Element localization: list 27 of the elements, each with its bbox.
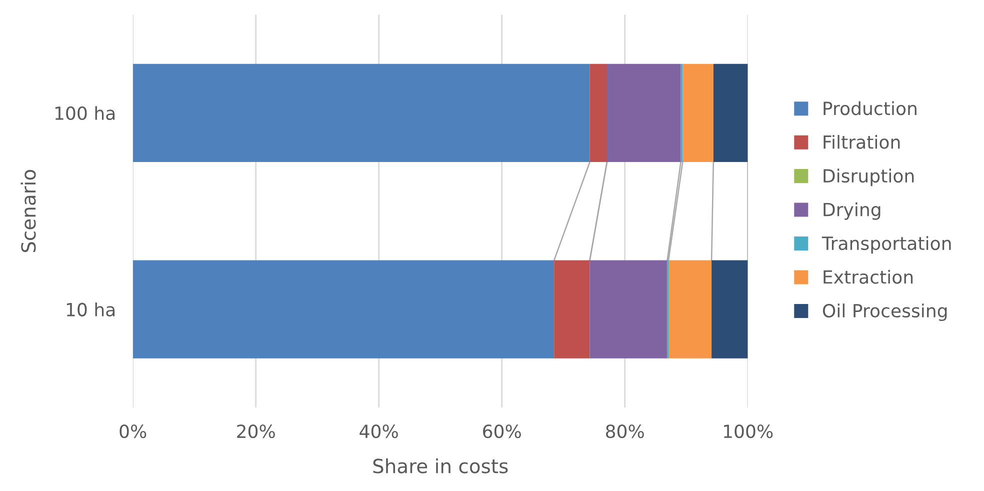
x-tick-label: 20% (237, 424, 275, 438)
bar (607, 64, 681, 162)
legend-label: Drying (824, 202, 880, 220)
bar (132, 260, 554, 358)
legend-label: Production (824, 101, 916, 116)
y-tick-label: 100 ha (55, 106, 115, 120)
x-tick-label: 80% (606, 424, 644, 438)
bar (682, 64, 714, 162)
x-tick-label: 60% (483, 424, 521, 438)
x-axis-title: Share in costs (373, 458, 508, 474)
x-tick-label: 40% (360, 424, 398, 438)
y-tick-label: 10 ha (66, 302, 115, 316)
bar (590, 260, 668, 358)
bar (132, 64, 590, 162)
bar (668, 260, 712, 358)
x-tick-label: 100% (724, 424, 773, 438)
legend-label: Extraction (824, 270, 913, 284)
bar (712, 260, 748, 358)
legend-label: Transportation (822, 236, 951, 254)
legend-label: Oil Processing (822, 304, 947, 322)
bar (554, 260, 590, 358)
legend-label: Filtration (824, 134, 900, 149)
y-axis-title: Scenario (20, 170, 36, 252)
bar (590, 64, 608, 162)
x-tick-label: 0% (120, 424, 146, 438)
bar (713, 64, 748, 162)
legend-label: Disruption (824, 168, 914, 186)
